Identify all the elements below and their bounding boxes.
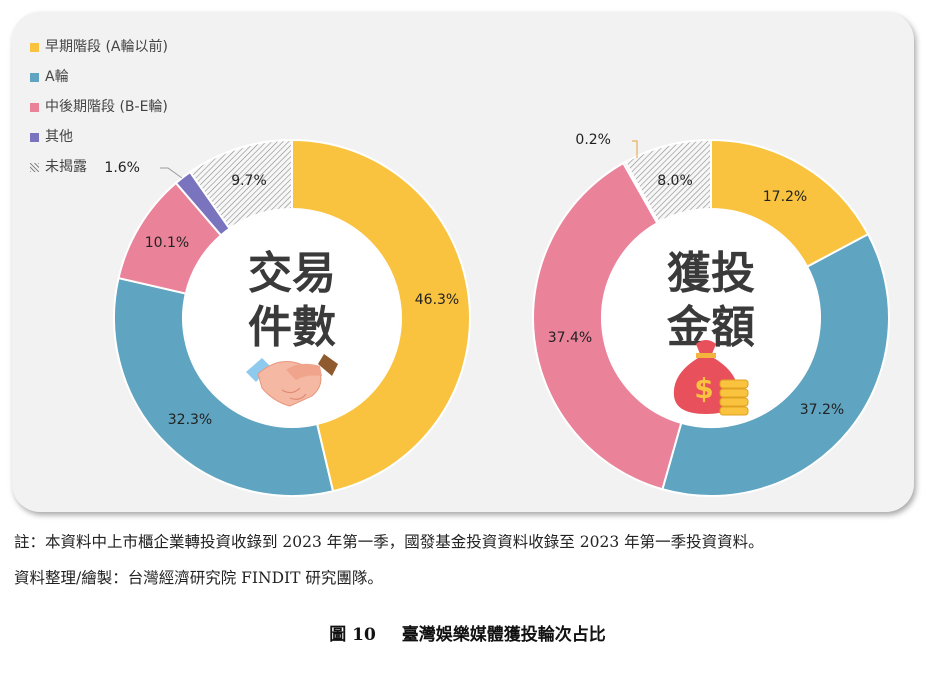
donut-slice (188, 138, 293, 231)
donut-slice (661, 232, 890, 497)
svg-text:$: $ (694, 372, 713, 405)
legend-label: 未揭露 (45, 159, 87, 175)
legend-swatch (30, 42, 39, 52)
figure-number: 圖 10 (329, 625, 376, 645)
slice-value-label: 0.2% (575, 132, 611, 148)
data-source: 資料整理/繪製：台灣經濟研究院 FINDIT 研究團隊。 (14, 569, 383, 587)
legend-label: A輪 (45, 69, 69, 85)
center-title-line1: 交易 (248, 248, 336, 299)
legend-label: 其他 (45, 129, 73, 145)
donut-slice (291, 138, 471, 493)
legend-label: 早期階段 (A輪以前) (45, 39, 168, 55)
slice-value-label: 37.2% (800, 402, 844, 418)
legend-item-other: 其他 (30, 122, 168, 152)
donut-chart-deal-count: 46.3% 32.3% 10.1% 1.6% 9.7% (104, 138, 471, 497)
slice-value-label: 32.3% (168, 412, 212, 428)
legend-swatch (30, 102, 39, 112)
donut-slice (113, 276, 335, 497)
legend-item-undisclosed: 未揭露 (30, 152, 168, 182)
legend-swatch (30, 132, 39, 142)
leader-line (160, 167, 183, 179)
slice-value-label: 46.3% (415, 292, 459, 308)
center-title-line1: 獲投 (667, 248, 755, 299)
donut-slice (532, 161, 683, 491)
donut-chart-investment-amount: 17.2% 37.2% 37.4% 0.2% 8.0% (532, 132, 890, 497)
figure-caption: 圖 10 臺灣娛樂媒體獲投輪次占比 (0, 620, 935, 645)
legend-item-a-round: A輪 (30, 62, 168, 92)
center-title-line2: 件數 (248, 302, 336, 353)
money-bag-icon: $ (673, 340, 749, 416)
figure-title: 臺灣娛樂媒體獲投輪次占比 (401, 625, 606, 645)
slice-value-label: 37.4% (548, 330, 592, 346)
legend-swatch (30, 162, 39, 172)
legend-item-mid-late: 中後期階段 (B-E輪) (30, 92, 168, 122)
legend-item-early: 早期階段 (A輪以前) (30, 32, 168, 62)
legend-label: 中後期階段 (B-E輪) (45, 99, 168, 115)
slice-value-label: 1.6% (104, 160, 140, 176)
legend-swatch (30, 72, 39, 82)
slice-value-label: 10.1% (145, 235, 189, 251)
donut-hole (184, 210, 400, 426)
donut-hole (603, 210, 819, 426)
slice-value-label: 17.2% (763, 189, 807, 205)
donut-slice (623, 138, 712, 224)
leader-line (632, 140, 638, 158)
legend: 早期階段 (A輪以前) A輪 中後期階段 (B-E輪) 其他 未揭露 (30, 32, 168, 182)
slice-value-label: 8.0% (657, 173, 693, 189)
footnote: 註：本資料中上市櫃企業轉投資收錄到 2023 年第一季，國發基金投資資料收錄至 … (14, 533, 764, 551)
handshake-icon (246, 354, 338, 407)
slice-value-label: 9.7% (231, 173, 267, 189)
